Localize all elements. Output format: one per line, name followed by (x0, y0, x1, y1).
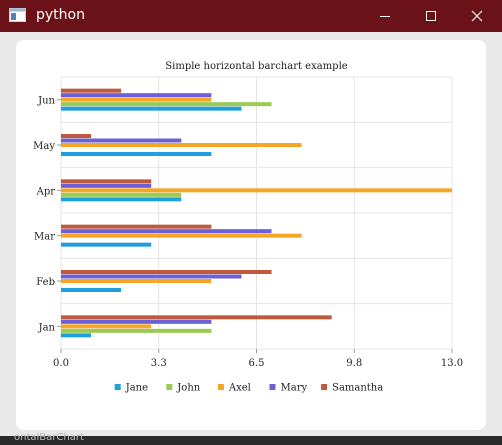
bar-jane-may (61, 152, 212, 156)
bar-axel-feb (61, 279, 212, 283)
legend-label-mary: Mary (281, 383, 308, 394)
x-tick-label: 13.0 (441, 358, 463, 369)
bar-jane-mar (61, 242, 152, 247)
x-tick-label: 6.5 (249, 358, 265, 369)
bar-axel-mar (61, 233, 302, 238)
minimize-icon (380, 16, 390, 17)
bar-samantha-feb (61, 270, 272, 274)
legend-swatch-jane (114, 384, 121, 390)
legend-label-john: John (176, 383, 200, 394)
bar-samantha-mar (61, 224, 212, 229)
bar-samantha-apr (61, 179, 152, 184)
title-bar[interactable]: python (0, 0, 502, 32)
legend-swatch-axel (217, 384, 224, 390)
close-icon (471, 10, 483, 22)
bar-samantha-may (61, 134, 92, 138)
bar-axel-may (61, 143, 302, 147)
legend-swatch-mary (269, 384, 276, 390)
x-tick-label: 0.0 (53, 358, 69, 369)
legend-label-jane: Jane (125, 383, 148, 394)
bar-axel-jun (61, 97, 212, 102)
legend-label-axel: Axel (228, 383, 251, 394)
bar-mary-apr (61, 183, 152, 188)
minimize-button[interactable] (362, 0, 408, 32)
window-title: python (36, 7, 85, 23)
bar-mary-jan (61, 319, 212, 324)
bar-axel-jan (61, 324, 152, 329)
maximize-button[interactable] (408, 0, 454, 32)
bar-mary-may (61, 138, 182, 143)
y-tick-label: Jan (38, 322, 56, 333)
legend-swatch-john (166, 384, 173, 390)
bar-mary-feb (61, 274, 242, 279)
bar-jane-feb (61, 288, 122, 292)
bar-samantha-jun (61, 88, 122, 93)
bar-john-jun (61, 102, 272, 107)
legend-swatch-samantha (321, 384, 328, 390)
bar-mary-mar (61, 229, 272, 234)
y-tick-label: Feb (36, 277, 55, 288)
y-tick-label: Mar (34, 232, 55, 243)
x-tick-label: 3.3 (151, 358, 167, 369)
bar-samantha-jan (61, 315, 332, 320)
chart-title: Simple horizontal barchart example (165, 61, 347, 72)
chart-view: Simple horizontal barchart example 0.0 3.3… (16, 40, 486, 430)
y-tick-label: Apr (36, 186, 56, 197)
close-button[interactable] (454, 0, 500, 32)
y-tick-label: May (33, 141, 55, 152)
x-tick-label: 9.8 (346, 358, 362, 369)
legend-label-samantha: Samantha (332, 383, 383, 394)
bar-jane-jan (61, 333, 92, 338)
bar-mary-jun (61, 93, 212, 98)
horizontal-bar-chart: Simple horizontal barchart example 0.0 3.3… (33, 61, 463, 394)
bar-jane-jun (61, 106, 242, 111)
maximize-icon (426, 11, 436, 21)
bar-jane-apr (61, 197, 182, 202)
bar-john-apr (61, 192, 182, 197)
taskbar-tab-label[interactable]: ontalBarChart (14, 432, 84, 443)
app-window-icon (9, 8, 26, 22)
taskbar-strip: ontalBarChart (0, 432, 502, 445)
bar-john-jan (61, 328, 212, 333)
bar-axel-apr (61, 188, 452, 193)
chart-view-container: Simple horizontal barchart example 0.0 3.3… (7, 32, 495, 440)
y-tick-label: Jun (37, 96, 55, 107)
